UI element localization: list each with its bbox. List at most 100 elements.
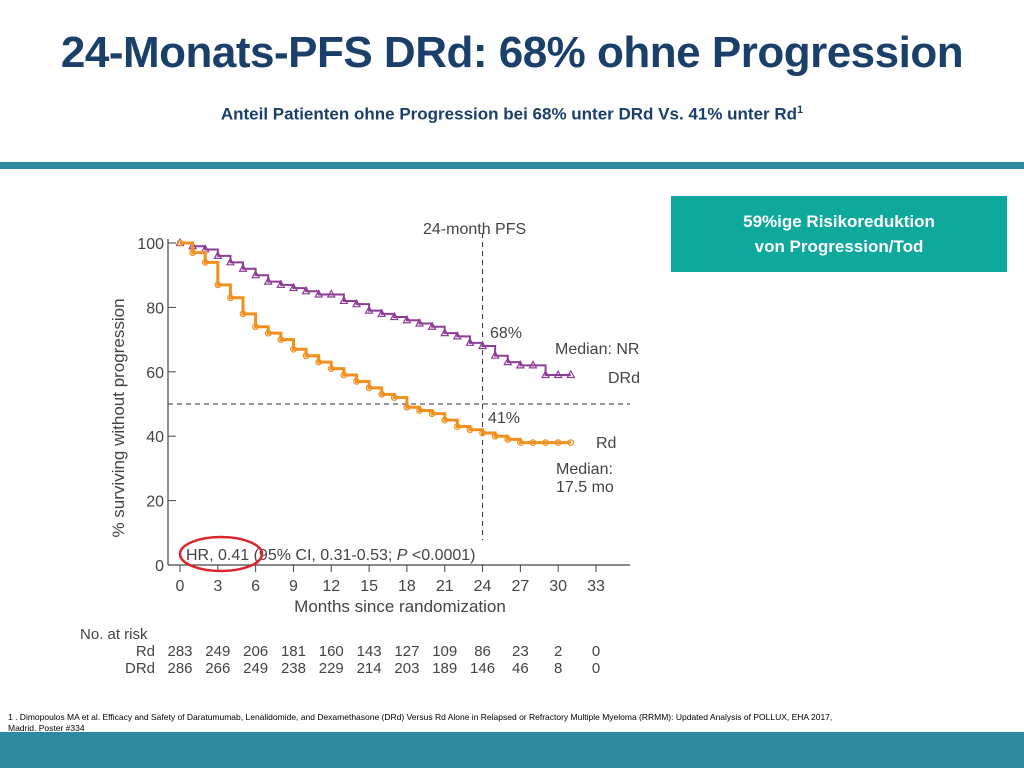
at-risk-value-rd: 86 [474, 643, 491, 660]
reference-lines [168, 233, 630, 540]
at-risk-value-drd: 229 [319, 660, 344, 677]
data-point-drd [402, 315, 412, 324]
data-point-drd [553, 369, 563, 379]
data-point-rd [201, 258, 209, 266]
hr-suffix: <0.0001) [407, 547, 475, 564]
rd-series-label: Rd [596, 435, 616, 452]
data-point-rd [428, 410, 436, 418]
x-tick-label: 33 [587, 578, 605, 595]
hr-p: P [397, 547, 408, 564]
y-tick-label: 60 [146, 365, 164, 382]
at-risk-value-drd: 238 [281, 660, 306, 677]
callout-line-2: von Progression/Tod [754, 237, 924, 256]
x-tick-label: 9 [289, 578, 298, 595]
x-tick-label: 21 [436, 578, 454, 595]
pfs-header-label: 24-month PFS [423, 221, 526, 238]
subtitle-footnote-ref: 1 [797, 104, 804, 116]
data-point-rd [277, 336, 285, 344]
data-point-rd [302, 352, 310, 360]
data-point-rd [403, 403, 411, 411]
data-point-rd [290, 345, 297, 353]
data-point-drd [515, 360, 525, 369]
at-risk-value-drd: 189 [432, 660, 457, 677]
data-point-drd [251, 269, 261, 279]
data-point-drd [452, 331, 462, 340]
data-point-rd [516, 439, 524, 447]
data-point-drd [541, 369, 551, 379]
data-point-drd [213, 250, 223, 259]
footnote-line-1: 1 . Dimopoulos MA et al. Efficacy and Sa… [8, 712, 833, 722]
data-point-rd [189, 249, 197, 257]
y-tick-label: 20 [146, 494, 164, 511]
data-point-rd [176, 239, 184, 247]
data-point-drd [351, 298, 361, 308]
data-point-drd [465, 337, 475, 346]
data-point-drd [389, 311, 399, 321]
slide-subtitle: Anteil Patienten ohne Progression bei 68… [0, 104, 1024, 125]
at-risk-value-rd: 249 [205, 643, 230, 660]
data-point-drd [225, 257, 235, 266]
data-point-drd [528, 360, 538, 369]
drd-series-label: DRd [608, 370, 640, 387]
at-risk-value-drd: 46 [512, 660, 529, 677]
at-risk-value-drd: 146 [470, 660, 495, 677]
data-point-drd [276, 279, 286, 288]
x-tick-label: 27 [511, 578, 529, 595]
y-axis-title: % surviving without progression [109, 298, 128, 537]
hr-highlight-circle [178, 535, 264, 573]
data-point-rd [542, 439, 549, 447]
data-point-drd [339, 295, 349, 305]
data-point-rd [504, 436, 512, 443]
data-point-drd [288, 282, 298, 292]
data-point-rd [466, 426, 474, 434]
rd-median-label-1: Median: [556, 461, 613, 478]
data-point-drd [478, 340, 488, 350]
data-point-drd [314, 289, 324, 298]
at-risk-value-rd: 0 [592, 643, 600, 660]
at-risk-value-rd: 2 [554, 643, 562, 660]
x-tick-label: 3 [213, 578, 222, 595]
at-risk-value-rd: 160 [319, 643, 344, 660]
bottom-bar [0, 732, 1024, 768]
at-risk-value-drd: 249 [243, 660, 268, 677]
at-risk-value-drd: 8 [554, 660, 562, 677]
at-risk-value-rd: 181 [281, 643, 306, 660]
data-point-rd [227, 294, 234, 302]
data-point-rd [252, 323, 260, 331]
top-divider [0, 162, 1024, 169]
at-risk-value-drd: 214 [357, 660, 382, 677]
at-risk-value-rd: 283 [167, 643, 192, 660]
at-risk-value-drd: 286 [167, 660, 192, 677]
risk-reduction-callout: 59%ige Risikoreduktion von Progression/T… [671, 196, 1007, 272]
data-point-drd [377, 308, 387, 317]
footnote: 1 . Dimopoulos MA et al. Efficacy and Sa… [8, 712, 908, 734]
data-point-drd [263, 276, 273, 285]
at-risk-row-label-rd: Rd [136, 643, 155, 660]
data-point-rd [479, 429, 486, 437]
data-point-drd [415, 318, 425, 327]
at-risk-value-drd: 266 [205, 660, 230, 677]
drd-pct-label: 68% [490, 325, 522, 342]
data-point-rd [239, 310, 247, 318]
data-point-rd [567, 439, 575, 447]
rd-pct-label: 41% [488, 410, 520, 427]
data-point-drd [503, 356, 513, 366]
footnote-line-2: Madrid. Poster #334 [8, 723, 85, 733]
data-point-rd [340, 371, 348, 379]
data-point-drd [326, 289, 336, 298]
y-tick-label: 100 [137, 236, 164, 253]
slide-title: 24-Monats-PFS DRd: 68% ohne Progression [60, 28, 964, 77]
series-line-drd [180, 242, 571, 377]
y-tick-label: 40 [146, 429, 164, 446]
data-point-drd [301, 286, 311, 295]
at-risk-table: No. at risk Rd DRd 283 249 206 181 160 143 127… [80, 626, 600, 677]
x-tick-label: 0 [176, 578, 185, 595]
at-risk-value-drd: 203 [394, 660, 419, 677]
data-point-drd [566, 369, 576, 379]
at-risk-row-label-drd: DRd [125, 660, 155, 677]
data-point-rd [315, 358, 323, 366]
data-point-rd [327, 365, 335, 372]
data-point-rd [390, 394, 398, 401]
callout-line-1: 59%ige Risikoreduktion [743, 212, 935, 231]
